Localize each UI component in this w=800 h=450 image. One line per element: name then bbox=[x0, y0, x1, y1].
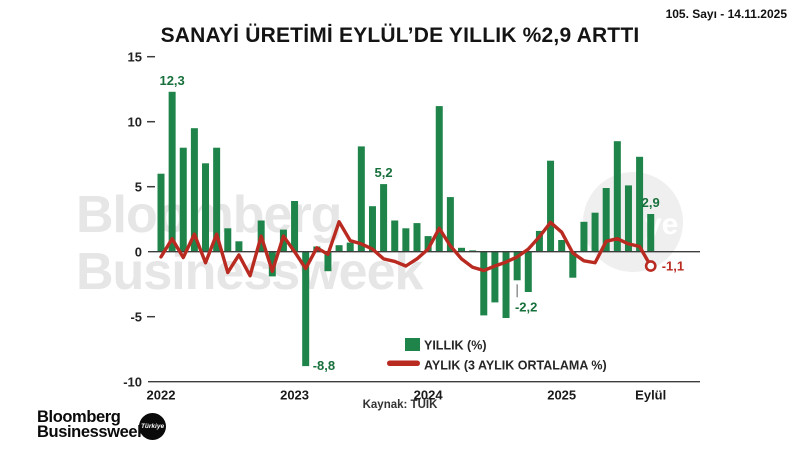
logo-line2: Businessweek bbox=[37, 423, 146, 441]
bar-yillik bbox=[291, 201, 299, 252]
bar-yillik bbox=[647, 214, 655, 252]
bar-yillik bbox=[624, 185, 632, 252]
bar-yillik bbox=[413, 223, 421, 252]
bar-yillik bbox=[346, 242, 354, 252]
data-label: 12,3 bbox=[159, 73, 184, 88]
x-tick-label: 2023 bbox=[280, 388, 309, 403]
data-label: -2,2 bbox=[515, 299, 537, 314]
y-tick-label: 0 bbox=[135, 244, 142, 259]
bar-yillik bbox=[613, 141, 621, 252]
bar-yillik bbox=[469, 250, 477, 252]
line-end-marker bbox=[644, 260, 657, 272]
bar-yillik bbox=[357, 146, 365, 252]
bar-yillik bbox=[435, 106, 443, 252]
bar-yillik bbox=[513, 251, 521, 281]
legend-line-label: AYLIK (3 AYLIK ORTALAMA %) bbox=[424, 359, 607, 373]
bar-yillik bbox=[402, 228, 410, 252]
bar-yillik bbox=[202, 163, 210, 252]
x-tick-label: 2025 bbox=[547, 388, 576, 403]
logo-line1: Bloomberg bbox=[37, 408, 121, 426]
bar-yillik bbox=[391, 220, 399, 252]
bar-yillik bbox=[580, 221, 588, 252]
issue-date: 105. Sayı - 14.11.2025 bbox=[665, 7, 787, 21]
aylik-line bbox=[159, 220, 653, 278]
bar-yillik bbox=[524, 251, 532, 292]
legend-line-swatch bbox=[387, 360, 420, 366]
bar-yillik bbox=[157, 173, 165, 252]
bar-yillik bbox=[179, 147, 187, 252]
y-tick-label: -5 bbox=[130, 309, 142, 324]
bar-yillik bbox=[491, 251, 499, 303]
bar-yillik bbox=[424, 236, 432, 252]
bar-yillik bbox=[235, 241, 243, 252]
y-tick-label: 5 bbox=[135, 179, 142, 194]
y-tick-label: 10 bbox=[128, 114, 142, 129]
bar-yillik bbox=[602, 188, 610, 252]
source-note: Kaynak: TÜİK bbox=[362, 399, 438, 411]
bar-yillik bbox=[268, 251, 276, 277]
chart-title: SANAYİ ÜRETİMİ EYLÜL’DE YILLIK %2,9 ARTT… bbox=[160, 24, 640, 47]
bar-yillik bbox=[636, 156, 644, 252]
bar-yillik bbox=[458, 247, 466, 252]
bar-yillik bbox=[190, 128, 198, 252]
y-tick-label: 15 bbox=[128, 49, 142, 64]
x-tick-label: 2022 bbox=[147, 388, 176, 403]
bar-yillik bbox=[168, 91, 176, 252]
turkiye-badge-label: Türkiye bbox=[140, 423, 165, 430]
x-tick-label: 2024 bbox=[414, 388, 444, 403]
bar-yillik bbox=[502, 251, 510, 318]
bar-yillik bbox=[368, 206, 376, 252]
legend-bar-label: YILLIK (%) bbox=[424, 339, 487, 353]
bar-yillik bbox=[380, 184, 388, 252]
legend-bar-swatch bbox=[405, 338, 420, 351]
bar-yillik bbox=[569, 251, 577, 278]
bar-yillik bbox=[302, 251, 310, 367]
data-label: -8,8 bbox=[313, 358, 335, 373]
bar-yillik bbox=[480, 251, 488, 316]
x-tick-label: Eylül bbox=[635, 388, 666, 403]
bar-yillik bbox=[558, 240, 566, 252]
y-tick-label: -10 bbox=[123, 374, 142, 389]
bar-yillik bbox=[547, 160, 555, 252]
data-label: 5,2 bbox=[375, 165, 393, 180]
bar-yillik bbox=[446, 197, 454, 252]
bar-yillik bbox=[213, 147, 221, 252]
data-label: 2,9 bbox=[642, 195, 660, 210]
bar-yillik bbox=[535, 230, 543, 252]
bar-yillik bbox=[335, 245, 343, 252]
turkiye-badge: Türkiye bbox=[139, 413, 166, 440]
bar-yillik bbox=[591, 212, 599, 252]
bloomberg-businessweek-logo: Bloomberg Businessweek bbox=[37, 408, 146, 441]
bar-yillik bbox=[224, 228, 232, 252]
data-label: -1,1 bbox=[662, 259, 684, 274]
bar-yillik bbox=[324, 251, 332, 272]
